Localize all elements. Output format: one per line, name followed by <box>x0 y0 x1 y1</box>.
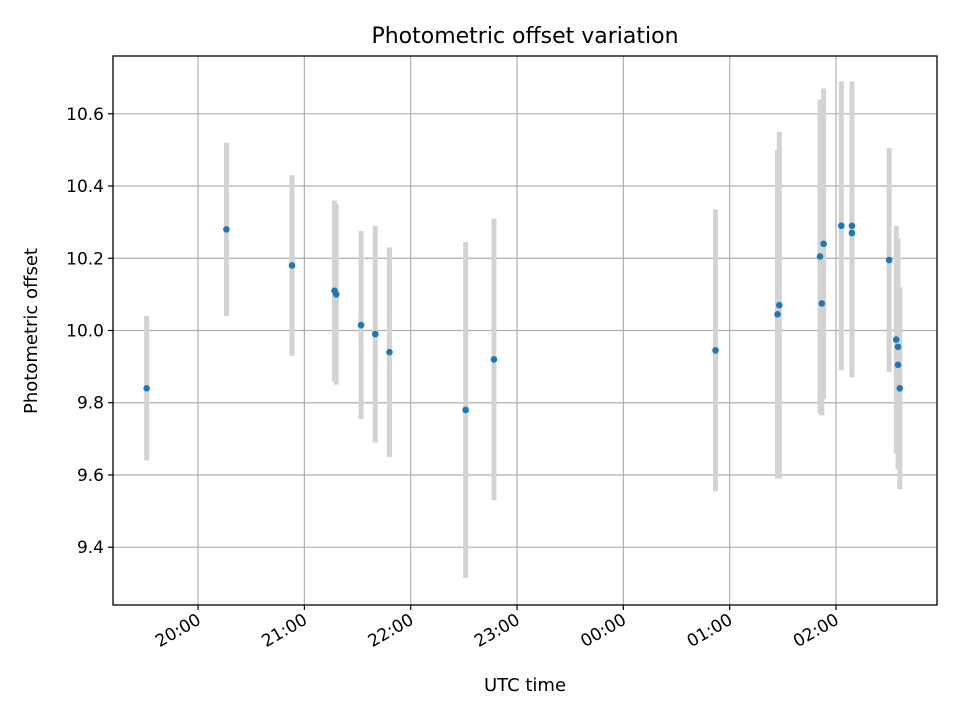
grid <box>113 56 937 605</box>
data-point <box>357 321 365 329</box>
data-point <box>143 384 150 392</box>
data-point <box>816 253 824 260</box>
data-point <box>775 301 783 309</box>
data-point <box>838 222 845 230</box>
y-tick-label: 10.2 <box>66 249 104 269</box>
data-point <box>848 229 856 237</box>
data-point <box>490 356 498 363</box>
y-tick-label: 10.4 <box>66 177 104 197</box>
data-point <box>818 300 826 307</box>
y-tick-label: 10.6 <box>66 105 104 125</box>
data-point <box>894 343 902 351</box>
y-tick-label: 9.4 <box>77 538 104 558</box>
data-point <box>462 406 469 414</box>
y-tick-label: 9.6 <box>77 466 104 486</box>
data-point <box>712 347 719 354</box>
data-point <box>223 226 230 233</box>
data-point <box>820 240 827 248</box>
data-points <box>143 222 904 414</box>
data-point <box>896 384 904 392</box>
data-point <box>386 348 393 356</box>
data-point <box>774 310 781 318</box>
y-axis-label: Photometric offset <box>21 248 42 414</box>
x-axis-label: UTC time <box>484 675 566 696</box>
y-tick-label: 10.0 <box>66 322 104 342</box>
data-point <box>371 330 379 338</box>
data-point <box>332 291 340 298</box>
data-point <box>848 222 856 230</box>
y-axis-ticks: 9.4 9.6 9.8 10.0 10.2 10.4 10.6 <box>66 105 113 558</box>
data-point <box>885 256 893 264</box>
y-tick-label: 9.8 <box>77 394 104 414</box>
chart-title: Photometric offset variation <box>371 24 678 49</box>
data-point <box>894 361 902 369</box>
data-point <box>288 262 296 269</box>
data-point <box>892 336 900 343</box>
